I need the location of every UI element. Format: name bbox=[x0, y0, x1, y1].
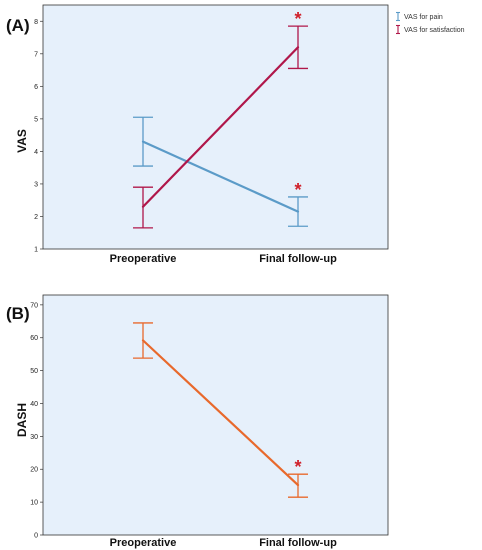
y-tick-label-a-2: 3 bbox=[34, 181, 38, 188]
legend-label-pain: VAS for pain bbox=[404, 14, 443, 21]
y-tick-label-a-4: 5 bbox=[34, 116, 38, 123]
y-tick-label-b-7: 70 bbox=[30, 302, 38, 309]
legend-swatch-pain bbox=[396, 11, 400, 22]
y-tick-label-b-5: 50 bbox=[30, 368, 38, 375]
data-point-a-1-1 bbox=[297, 46, 299, 49]
panel-label-b: (B) bbox=[6, 304, 30, 323]
plot-area-a bbox=[42, 4, 389, 250]
y-axis-label-a: VAS bbox=[15, 129, 29, 153]
legend-a: VAS for pain VAS for satisfaction bbox=[396, 11, 465, 35]
data-point-a-0-0 bbox=[142, 140, 144, 143]
y-tick-label-a-6: 7 bbox=[34, 51, 38, 58]
y-tick-label-a-0: 1 bbox=[34, 247, 38, 254]
y-tick-label-b-4: 40 bbox=[30, 401, 38, 408]
y-tick-label-a-7: 8 bbox=[34, 19, 38, 26]
y-tick-label-b-1: 10 bbox=[30, 500, 38, 507]
legend-label-satisfaction: VAS for satisfaction bbox=[404, 27, 465, 34]
y-tick-label-b-6: 60 bbox=[30, 335, 38, 342]
plot-area-b bbox=[42, 294, 389, 536]
x-category-b-0: Preoperative bbox=[110, 537, 177, 549]
significance-marker-b-0-1: * bbox=[294, 457, 301, 477]
legend-swatch-satisfaction bbox=[396, 24, 400, 35]
panel-label-a: (A) bbox=[6, 16, 30, 35]
series-a: ** bbox=[133, 9, 308, 229]
significance-marker-a-1-1: * bbox=[294, 9, 301, 29]
x-category-a-1: Final follow-up bbox=[259, 253, 337, 265]
x-category-a-0: Preoperative bbox=[110, 253, 177, 265]
legend-item-satisfaction: VAS for satisfaction bbox=[396, 24, 465, 35]
x-category-b-1: Final follow-up bbox=[259, 537, 337, 549]
series-line-a-0 bbox=[141, 140, 300, 213]
series-line-a-1 bbox=[141, 46, 300, 208]
series-b: * bbox=[133, 322, 308, 498]
y-tick-label-b-0: 0 bbox=[34, 533, 38, 540]
legend-item-pain: VAS for pain bbox=[396, 11, 443, 22]
y-ticks-a: 1 2 3 4 5 6 7 8 bbox=[34, 19, 43, 254]
y-tick-label-b-2: 20 bbox=[30, 467, 38, 474]
data-point-b-0-1 bbox=[297, 484, 299, 486]
y-axis-label-b: DASH bbox=[15, 403, 29, 437]
data-point-a-1-0 bbox=[142, 205, 144, 208]
y-ticks-b: 0 10 20 30 40 50 60 70 bbox=[30, 302, 43, 540]
y-tick-label-a-3: 4 bbox=[34, 149, 38, 156]
y-tick-label-b-3: 30 bbox=[30, 434, 38, 441]
error-bar-a-1-0 bbox=[133, 186, 153, 229]
significance-marker-a-0-1: * bbox=[294, 180, 301, 200]
data-point-b-0-0 bbox=[142, 339, 144, 342]
data-point-a-0-1 bbox=[297, 210, 299, 213]
y-tick-label-a-5: 6 bbox=[34, 84, 38, 91]
series-line-b-0 bbox=[141, 339, 300, 487]
y-tick-label-a-1: 2 bbox=[34, 214, 38, 221]
